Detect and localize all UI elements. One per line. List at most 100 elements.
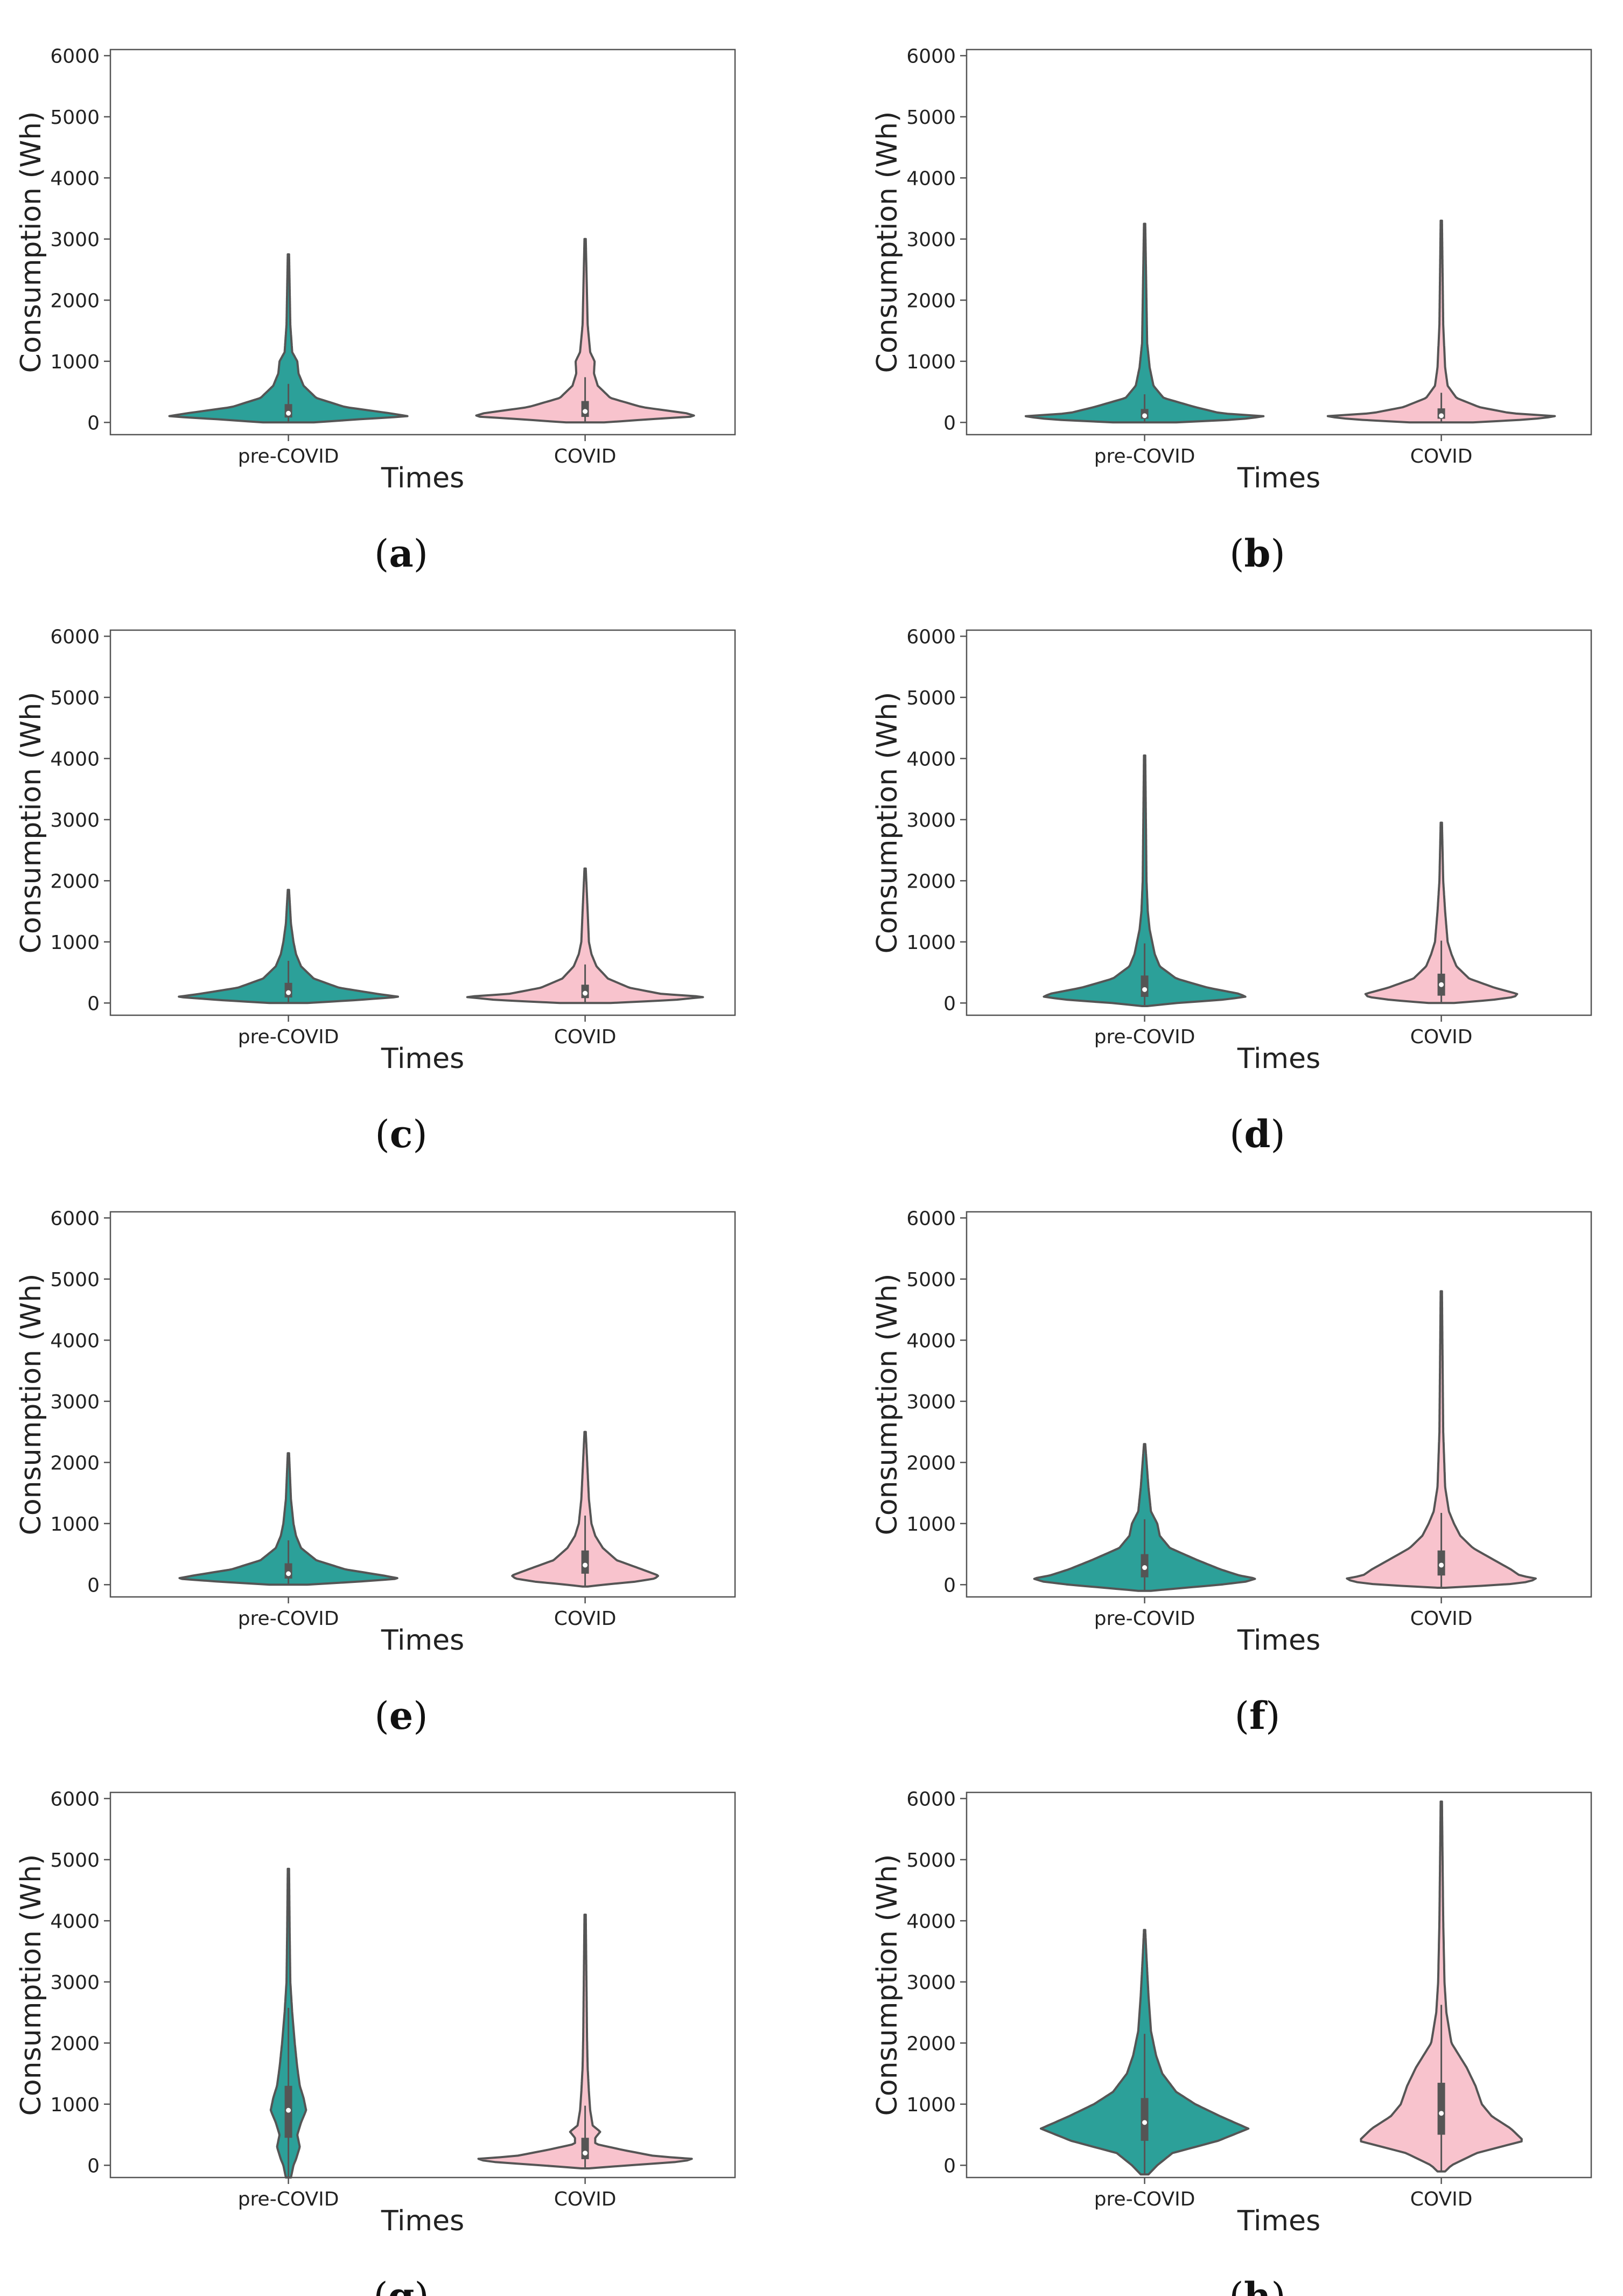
median-dot <box>583 990 588 996</box>
y-tick-label: 4000 <box>906 1330 956 1352</box>
median-dot <box>583 2151 588 2156</box>
panel-label: (h) <box>1229 2274 1286 2296</box>
chart-panel-g: 0 1000 2000 3000 4000 5000 6000 pre-COVID COVID T… <box>15 1788 736 2296</box>
y-tick-label: 0 <box>943 993 956 1015</box>
x-axis-label: Times <box>1237 1043 1320 1075</box>
y-tick-label: 3000 <box>906 1391 956 1413</box>
y-tick-label: 3000 <box>50 1391 100 1413</box>
y-tick-label: 2000 <box>50 2033 100 2055</box>
x-tick-label: COVID <box>1410 2188 1473 2210</box>
violin-pre-covid <box>1033 1443 1256 1592</box>
y-tick-label: 2000 <box>50 290 100 312</box>
y-tick-label: 5000 <box>50 1850 100 1872</box>
y-axis-label: Consumption (Wh) <box>15 1274 47 1536</box>
y-tick-label: 2000 <box>906 870 956 892</box>
x-tick-label: pre-COVID <box>238 445 339 467</box>
y-tick-label: 1000 <box>50 2094 100 2116</box>
panel-label: (d) <box>1229 1112 1285 1156</box>
iqr-box <box>284 982 292 998</box>
chart-panel-b: 0 1000 2000 3000 4000 5000 6000 pre-COVID COVID T… <box>871 45 1592 576</box>
y-tick-label: 2000 <box>906 2033 956 2055</box>
x-axis-label: Times <box>381 462 464 494</box>
iqr-box <box>284 1563 292 1579</box>
y-tick-label: 6000 <box>906 1788 956 1810</box>
x-tick-label: pre-COVID <box>1094 1608 1195 1630</box>
violin-pre-covid <box>1043 754 1247 1007</box>
chart-panel-e: 0 1000 2000 3000 4000 5000 6000 pre-COVID COVID T… <box>15 1208 736 1738</box>
violin-covid <box>1346 1290 1537 1589</box>
y-tick-label: 2000 <box>50 1452 100 1474</box>
y-axis-label: Consumption (Wh) <box>15 111 47 373</box>
y-tick-label: 1000 <box>906 2094 956 2116</box>
x-axis-label: Times <box>1237 2205 1320 2237</box>
y-tick-label: 2000 <box>906 290 956 312</box>
x-axis-label: Times <box>381 2205 464 2237</box>
violin-covid <box>511 1430 659 1588</box>
y-axis-label: Consumption (Wh) <box>15 1854 47 2116</box>
y-tick-label: 3000 <box>50 229 100 251</box>
y-tick-label: 5000 <box>906 1269 956 1291</box>
y-tick-label: 0 <box>87 993 100 1015</box>
x-axis-label: Times <box>1237 462 1320 494</box>
x-tick-label: COVID <box>1410 1026 1473 1048</box>
y-tick-label: 4000 <box>50 1910 100 1932</box>
y-tick-label: 3000 <box>906 229 956 251</box>
violin-covid <box>1326 219 1556 424</box>
x-tick-label: COVID <box>1410 445 1473 467</box>
panel-label: (a) <box>374 531 428 576</box>
y-axis-label: Consumption (Wh) <box>15 692 47 954</box>
iqr-box <box>581 2138 589 2159</box>
y-tick-label: 5000 <box>50 107 100 129</box>
chart-panel-c: 0 1000 2000 3000 4000 5000 6000 pre-COVID COVID T… <box>15 626 736 1156</box>
y-tick-label: 5000 <box>50 1269 100 1291</box>
panel-label: (g) <box>373 2274 429 2296</box>
y-tick-label: 1000 <box>906 1513 956 1536</box>
median-dot <box>1142 413 1148 418</box>
y-tick-label: 0 <box>87 2155 100 2177</box>
median-dot <box>1142 1565 1148 1571</box>
plot-frame <box>966 1791 1592 2179</box>
x-axis-label: Times <box>381 1624 464 1657</box>
median-dot <box>286 2107 291 2113</box>
plot-frame <box>109 1791 736 2179</box>
y-tick-label: 2000 <box>906 1452 956 1474</box>
y-tick-label: 4000 <box>50 1330 100 1352</box>
y-tick-label: 1000 <box>50 351 100 373</box>
y-axis-label: Consumption (Wh) <box>871 692 904 954</box>
x-tick-label: pre-COVID <box>238 2188 339 2210</box>
plot-frame <box>966 629 1592 1016</box>
y-tick-label: 1000 <box>906 932 956 954</box>
y-tick-label: 5000 <box>906 687 956 709</box>
y-tick-label: 0 <box>943 412 956 434</box>
y-tick-label: 1000 <box>50 932 100 954</box>
y-tick-label: 5000 <box>906 107 956 129</box>
x-tick-label: COVID <box>1410 1608 1473 1630</box>
x-tick-label: pre-COVID <box>1094 2188 1195 2210</box>
x-tick-label: COVID <box>554 445 617 467</box>
median-dot <box>286 410 291 416</box>
violin-covid <box>475 238 695 424</box>
iqr-box <box>1437 2083 1445 2135</box>
median-dot <box>1142 2120 1148 2125</box>
plot-frame <box>966 1211 1592 1598</box>
median-dot <box>286 990 291 995</box>
y-tick-label: 3000 <box>50 809 100 832</box>
y-tick-label: 0 <box>87 1574 100 1596</box>
y-tick-label: 6000 <box>50 45 100 67</box>
plot-frame <box>109 1211 736 1598</box>
median-dot <box>286 1571 291 1576</box>
iqr-box <box>581 401 589 417</box>
violin-pre-covid <box>168 253 409 424</box>
y-tick-label: 4000 <box>906 168 956 190</box>
y-tick-label: 4000 <box>50 748 100 770</box>
x-tick-label: pre-COVID <box>238 1026 339 1048</box>
x-tick-label: COVID <box>554 2188 617 2210</box>
plot-frame <box>109 629 736 1016</box>
violin-pre-covid <box>178 1452 398 1586</box>
violin-covid <box>477 1914 693 2169</box>
iqr-box <box>581 1550 589 1574</box>
median-dot <box>1439 982 1444 987</box>
y-tick-label: 2000 <box>50 870 100 892</box>
chart-panel-h: 0 1000 2000 3000 4000 5000 6000 pre-COVID COVID T… <box>871 1788 1592 2296</box>
